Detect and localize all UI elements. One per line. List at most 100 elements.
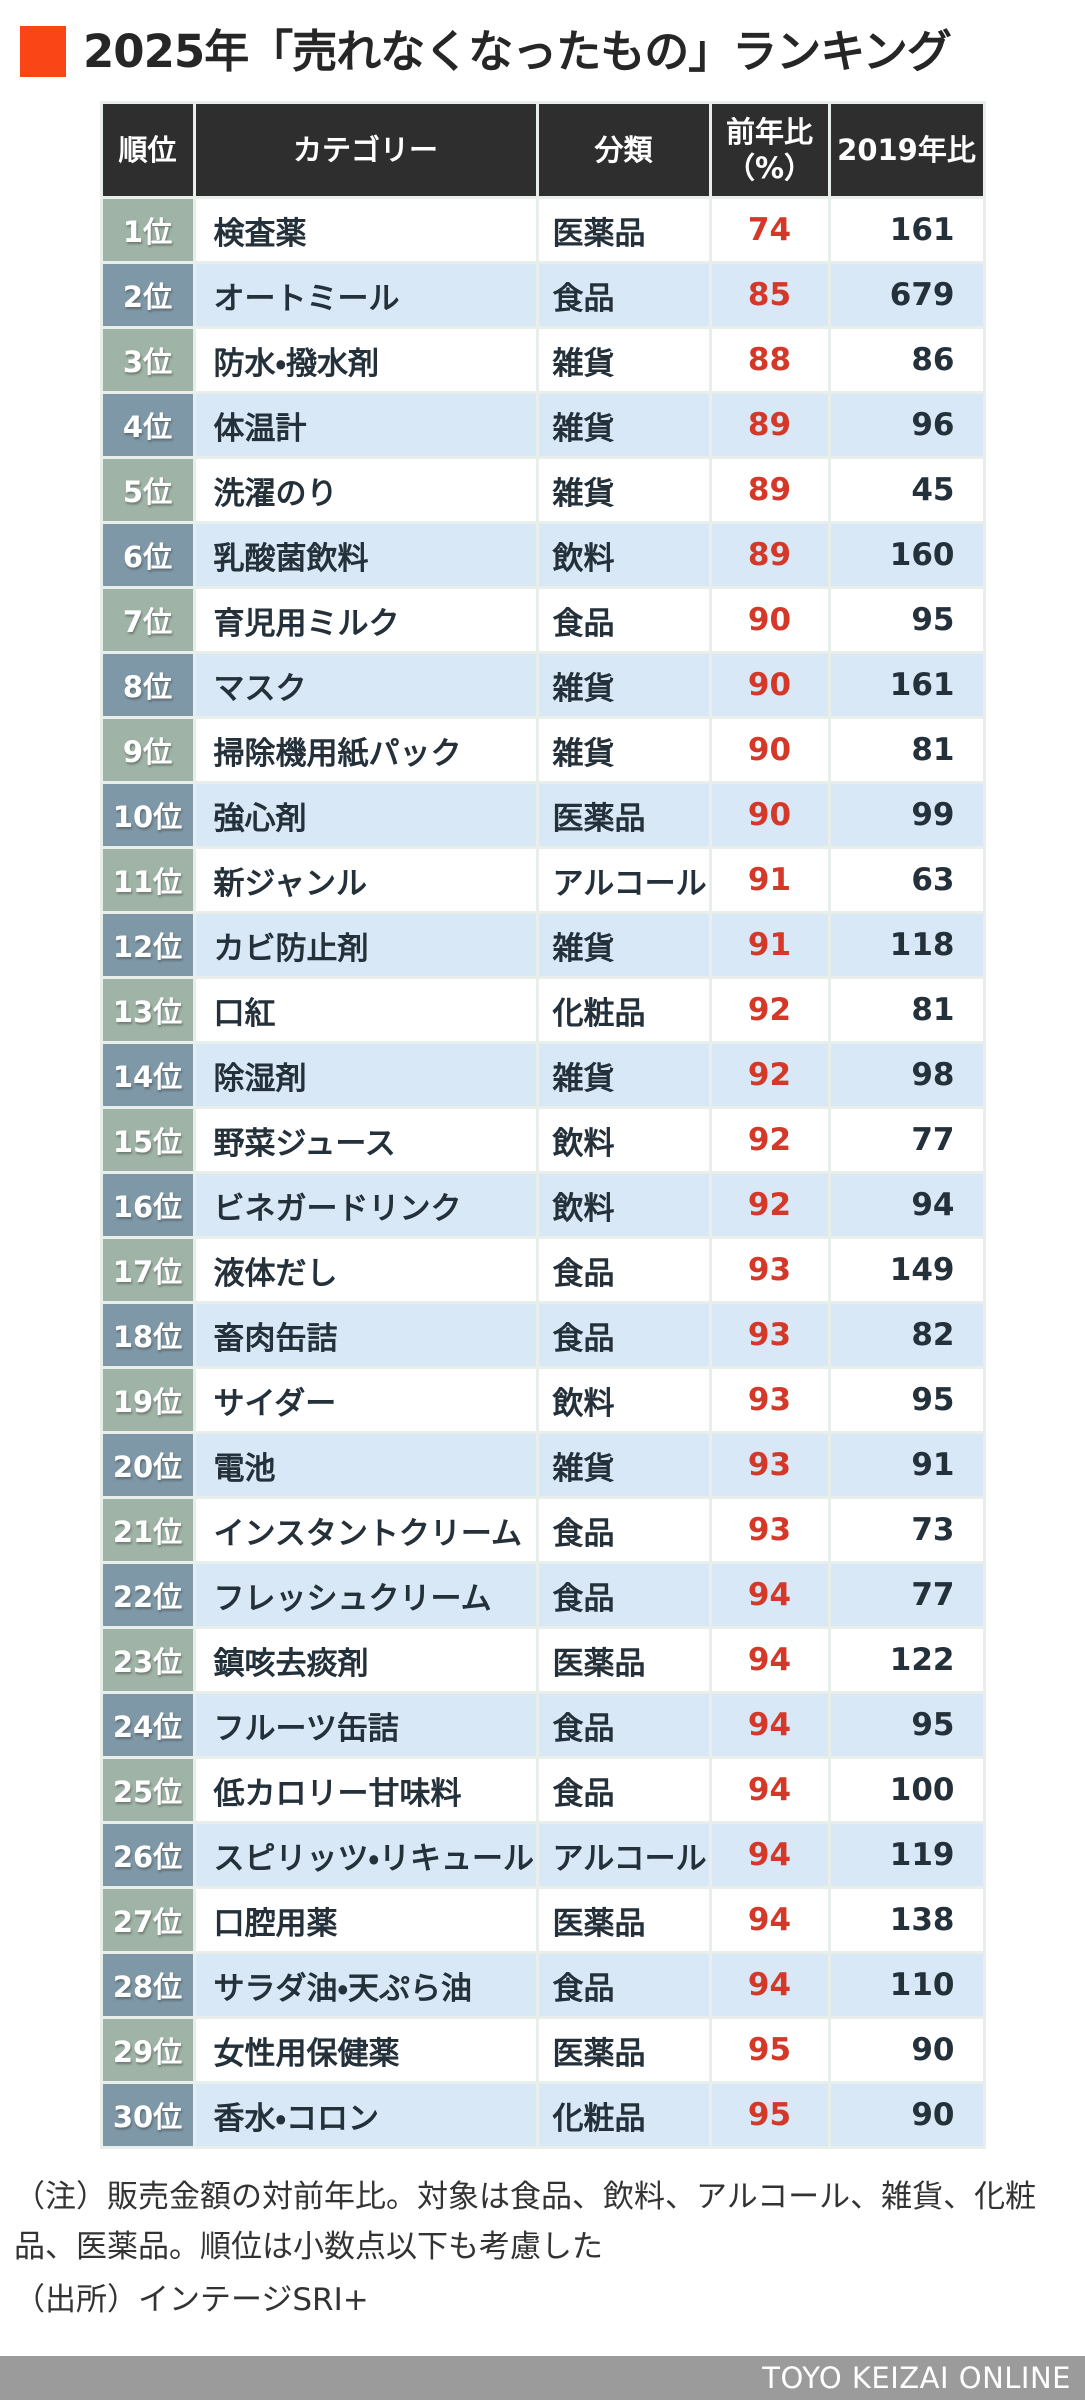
classification-cell: 雑貨 [538, 329, 709, 391]
yoy-value-cell: 91 [711, 849, 828, 911]
table-row: 19位 サイダー 飲料 93 95 [102, 1369, 983, 1431]
classification-cell: 雑貨 [538, 719, 709, 781]
vs2019-value-cell: 679 [830, 264, 983, 326]
rank-cell: 25位 [102, 1759, 193, 1821]
table-row: 7位 育児用ミルク 食品 90 95 [102, 589, 983, 651]
rank-cell: 2位 [102, 264, 193, 326]
classification-cell: 医薬品 [538, 2019, 709, 2081]
table-row: 24位 フルーツ缶詰 食品 94 95 [102, 1694, 983, 1756]
rank-cell: 5位 [102, 459, 193, 521]
yoy-value-cell: 89 [711, 524, 828, 586]
yoy-value-cell: 94 [711, 1564, 828, 1626]
vs2019-value-cell: 118 [830, 914, 983, 976]
classification-cell: 雑貨 [538, 914, 709, 976]
table-row: 25位 低カロリー甘味料 食品 94 100 [102, 1759, 983, 1821]
yoy-value-cell: 88 [711, 329, 828, 391]
yoy-value-cell: 94 [711, 1694, 828, 1756]
table-row: 10位 強心剤 医薬品 90 99 [102, 784, 983, 846]
table-row: 26位 スピリッツ・リキュール アルコール 94 119 [102, 1824, 983, 1886]
table-row: 12位 カビ防止剤 雑貨 91 118 [102, 914, 983, 976]
header-vs2019: 2019年比 [830, 104, 983, 196]
yoy-value-cell: 93 [711, 1239, 828, 1301]
classification-cell: 飲料 [538, 1174, 709, 1236]
classification-cell: 食品 [538, 1954, 709, 2016]
brand-bar: TOYO KEIZAI ONLINE [0, 2356, 1085, 2400]
category-cell: マスク [195, 654, 536, 716]
category-cell: 低カロリー甘味料 [195, 1759, 536, 1821]
rank-cell: 4位 [102, 394, 193, 456]
vs2019-value-cell: 90 [830, 2084, 983, 2146]
rank-cell: 16位 [102, 1174, 193, 1236]
rank-cell: 21位 [102, 1499, 193, 1561]
yoy-value-cell: 93 [711, 1369, 828, 1431]
table-row: 22位 フレッシュクリーム 食品 94 77 [102, 1564, 983, 1626]
table-row: 11位 新ジャンル アルコール 91 63 [102, 849, 983, 911]
category-cell: オートミール [195, 264, 536, 326]
classification-cell: 医薬品 [538, 784, 709, 846]
vs2019-value-cell: 81 [830, 719, 983, 781]
classification-cell: 雑貨 [538, 1434, 709, 1496]
table-row: 5位 洗濯のり 雑貨 89 45 [102, 459, 983, 521]
rank-cell: 6位 [102, 524, 193, 586]
vs2019-value-cell: 45 [830, 459, 983, 521]
category-cell: 電池 [195, 1434, 536, 1496]
rank-cell: 1位 [102, 199, 193, 261]
header-classification: 分類 [538, 104, 709, 196]
classification-cell: アルコール [538, 1824, 709, 1886]
title-accent-square [20, 26, 66, 77]
ranking-table: 順位 カテゴリー 分類 前年比 （%） 2019年比 1位 検査薬 医薬品 74 … [99, 101, 986, 2149]
table-header-row: 順位 カテゴリー 分類 前年比 （%） 2019年比 [102, 104, 983, 196]
rank-cell: 13位 [102, 979, 193, 1041]
note-text: （注）販売金額の対前年比。対象は食品、飲料、アルコール、雑貨、化粧品、医薬品。順… [14, 2179, 1037, 2265]
header-rank: 順位 [102, 104, 193, 196]
table-row: 16位 ビネガードリンク 飲料 92 94 [102, 1174, 983, 1236]
classification-cell: 食品 [538, 264, 709, 326]
classification-cell: 食品 [538, 1694, 709, 1756]
vs2019-value-cell: 90 [830, 2019, 983, 2081]
yoy-value-cell: 89 [711, 459, 828, 521]
vs2019-value-cell: 94 [830, 1174, 983, 1236]
category-cell: 鎮咳去痰剤 [195, 1629, 536, 1691]
yoy-value-cell: 94 [711, 1824, 828, 1886]
yoy-value-cell: 92 [711, 1109, 828, 1171]
classification-cell: 医薬品 [538, 199, 709, 261]
rank-cell: 14位 [102, 1044, 193, 1106]
classification-cell: 飲料 [538, 1369, 709, 1431]
table-row: 18位 畜肉缶詰 食品 93 82 [102, 1304, 983, 1366]
category-cell: フレッシュクリーム [195, 1564, 536, 1626]
table-row: 8位 マスク 雑貨 90 161 [102, 654, 983, 716]
yoy-value-cell: 95 [711, 2019, 828, 2081]
yoy-value-cell: 90 [711, 654, 828, 716]
table-row: 20位 電池 雑貨 93 91 [102, 1434, 983, 1496]
page-title: 2025年「売れなくなったもの」ランキング [83, 24, 952, 78]
title-bar: 2025年「売れなくなったもの」ランキング [0, 0, 1085, 95]
vs2019-value-cell: 100 [830, 1759, 983, 1821]
classification-cell: 化粧品 [538, 2084, 709, 2146]
vs2019-value-cell: 86 [830, 329, 983, 391]
table-row: 28位 サラダ油・天ぷら油 食品 94 110 [102, 1954, 983, 2016]
yoy-value-cell: 93 [711, 1499, 828, 1561]
header-yoy: 前年比 （%） [711, 104, 828, 196]
category-cell: 防水・撥水剤 [195, 329, 536, 391]
rank-cell: 17位 [102, 1239, 193, 1301]
vs2019-value-cell: 161 [830, 199, 983, 261]
classification-cell: 食品 [538, 589, 709, 651]
table-row: 14位 除湿剤 雑貨 92 98 [102, 1044, 983, 1106]
yoy-value-cell: 92 [711, 1174, 828, 1236]
yoy-value-cell: 89 [711, 394, 828, 456]
brand-text: TOYO KEIZAI ONLINE [762, 2361, 1071, 2395]
category-cell: 香水・コロン [195, 2084, 536, 2146]
classification-cell: 食品 [538, 1239, 709, 1301]
yoy-value-cell: 94 [711, 1629, 828, 1691]
rank-cell: 8位 [102, 654, 193, 716]
table-row: 6位 乳酸菌飲料 飲料 89 160 [102, 524, 983, 586]
table-row: 15位 野菜ジュース 飲料 92 77 [102, 1109, 983, 1171]
yoy-value-cell: 94 [711, 1889, 828, 1951]
rank-cell: 22位 [102, 1564, 193, 1626]
category-cell: ビネガードリンク [195, 1174, 536, 1236]
rank-cell: 24位 [102, 1694, 193, 1756]
table-row: 3位 防水・撥水剤 雑貨 88 86 [102, 329, 983, 391]
rank-cell: 11位 [102, 849, 193, 911]
vs2019-value-cell: 77 [830, 1109, 983, 1171]
table-row: 23位 鎮咳去痰剤 医薬品 94 122 [102, 1629, 983, 1691]
